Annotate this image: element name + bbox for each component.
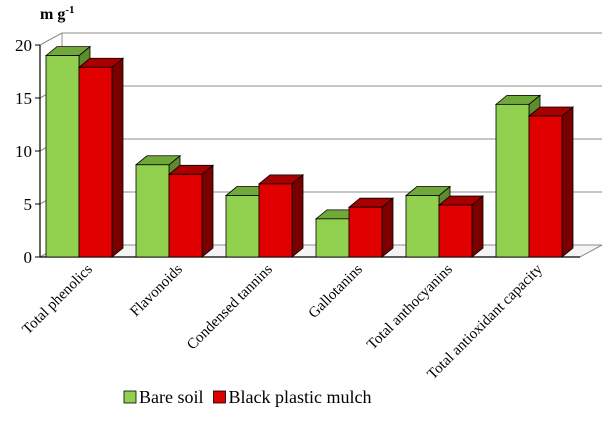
bar-front: [258, 183, 293, 258]
legend-item: Bare soil: [123, 387, 204, 407]
bars: [44, 45, 575, 258]
gridline-side: [39, 32, 63, 46]
bar-front: [225, 195, 260, 258]
bar-side: [561, 106, 574, 258]
y-tick-label: 5: [24, 195, 33, 214]
bar-front: [495, 103, 530, 258]
legend-label: Bare soil: [139, 387, 204, 407]
y-axis-label-superscript: -1: [65, 4, 74, 16]
bar: [347, 197, 395, 258]
legend-swatch: [123, 390, 137, 404]
y-tick-label: 0: [24, 248, 33, 267]
bar-front: [45, 55, 80, 258]
x-tick-label: Total phenolics: [20, 261, 96, 337]
bar-front: [405, 195, 440, 258]
bar: [167, 164, 215, 258]
bar-side: [381, 197, 394, 258]
legend-item: Black plastic mulch: [213, 387, 372, 407]
x-tick-label: Total anthocyanins: [364, 261, 456, 353]
bar-side: [201, 164, 214, 258]
x-tick-label: Gallotanins: [306, 261, 366, 321]
bar-front: [438, 204, 473, 258]
y-tick-label: 10: [15, 142, 32, 161]
y-tick-label: 20: [15, 36, 32, 55]
legend-label: Black plastic mulch: [229, 387, 372, 407]
bar-side: [291, 174, 304, 258]
legend: Bare soil Black plastic mulch: [123, 387, 372, 407]
y-tick-labels: 0 5 10 15 20: [15, 36, 32, 267]
x-tick-label: Flavonoids: [127, 261, 186, 320]
bar: [437, 195, 485, 258]
bar: [527, 106, 575, 258]
y-axis-label: m g-1: [40, 4, 75, 23]
bar-side: [111, 57, 124, 258]
bar-front: [315, 218, 350, 258]
bar-front: [168, 173, 203, 258]
bar-front: [78, 66, 113, 258]
x-tick-label: Condensed tannins: [184, 261, 276, 353]
bar-front: [348, 206, 383, 258]
bar-front: [528, 115, 563, 258]
bar: [77, 57, 125, 258]
legend-swatch: [213, 390, 226, 404]
bar-front: [135, 164, 170, 258]
bar: [257, 174, 305, 258]
bar-side: [471, 195, 484, 258]
y-tick-label: 15: [15, 89, 32, 108]
